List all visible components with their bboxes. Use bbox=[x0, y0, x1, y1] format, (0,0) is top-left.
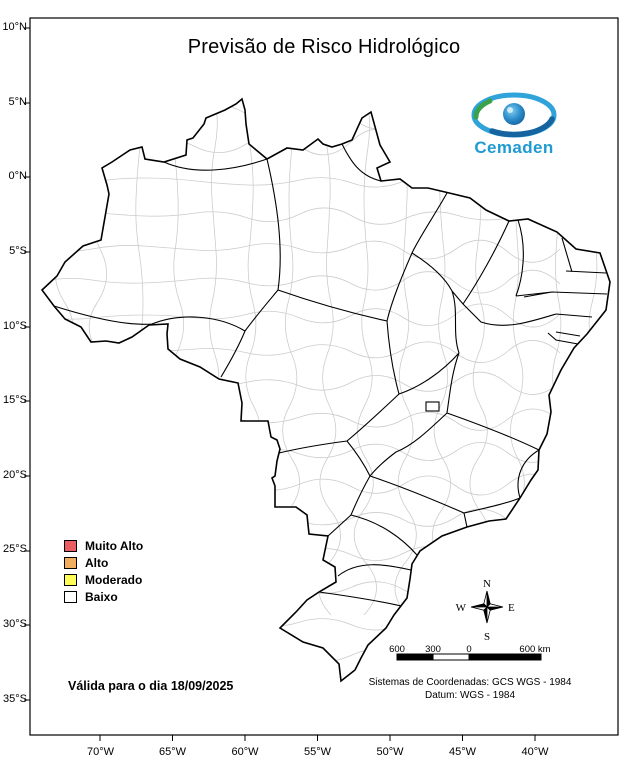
lat-label-35s: 35°S bbox=[3, 693, 27, 705]
coordinate-system-note: Sistemas de Coordenadas: GCS WGS - 1984 … bbox=[352, 676, 588, 702]
lat-label-10s: 10°S bbox=[3, 320, 27, 332]
compass-east-label: E bbox=[508, 602, 515, 614]
legend-swatch-alto bbox=[64, 556, 77, 569]
legend-label-baixo: Baixo bbox=[85, 589, 118, 604]
lat-label-5n: 5°N bbox=[8, 96, 27, 108]
legend-swatch-baixo bbox=[64, 590, 77, 603]
lon-label-50w: 50°W bbox=[376, 746, 404, 758]
lat-label-10n: 10°N bbox=[2, 21, 27, 33]
lat-label-20s: 20°S bbox=[3, 469, 27, 481]
scalebar-label-300: 300 bbox=[425, 644, 441, 655]
latitude-ticks bbox=[24, 27, 30, 701]
legend-label-muito-alto: Muito Alto bbox=[85, 538, 144, 553]
state-boundaries bbox=[53, 143, 608, 607]
compass-north-label: N bbox=[483, 578, 491, 590]
risk-legend: Muito Alto Alto Moderado Baixo bbox=[64, 537, 143, 605]
legend-label-moderado: Moderado bbox=[85, 572, 143, 587]
lon-label-70w: 70°W bbox=[86, 746, 115, 758]
compass-rose-icon bbox=[470, 590, 504, 624]
coordinate-system-line: Sistemas de Coordenadas: GCS WGS - 1984 bbox=[368, 677, 572, 688]
lat-label-5s: 5°S bbox=[9, 245, 27, 257]
legend-item-alto: Alto bbox=[64, 554, 143, 571]
brazil-country-outline bbox=[40, 97, 611, 683]
legend-swatch-moderado bbox=[64, 573, 77, 586]
page-title: Previsão de Risco Hidrológico bbox=[187, 36, 461, 58]
scalebar-label-0: 0 bbox=[466, 644, 472, 655]
scalebar-label-600-km: 600 km bbox=[519, 644, 551, 655]
distrito-federal-outline bbox=[425, 401, 440, 412]
lat-label-15s: 15°S bbox=[3, 394, 27, 406]
legend-item-baixo: Baixo bbox=[64, 588, 143, 605]
lat-label-30s: 30°S bbox=[3, 618, 27, 630]
validity-date-text: Válida para o dia 18/09/2025 bbox=[68, 679, 234, 693]
compass-west-label: W bbox=[456, 602, 467, 614]
lat-label-25s: 25°S bbox=[3, 543, 27, 555]
compass-labels: N S W E bbox=[456, 578, 515, 643]
cemaden-logo-wordmark: Cemaden bbox=[474, 138, 554, 157]
lon-label-40w: 40°W bbox=[521, 746, 549, 758]
lon-label-65w: 65°W bbox=[158, 746, 187, 758]
legend-item-moderado: Moderado bbox=[64, 571, 143, 588]
scalebar-label-600-left: 600 bbox=[389, 644, 405, 655]
legend-swatch-muito-alto bbox=[64, 539, 77, 552]
lon-label-60w: 60°W bbox=[231, 746, 259, 758]
scale-bar bbox=[396, 653, 542, 661]
legend-item-muito-alto: Muito Alto bbox=[64, 537, 143, 554]
lon-label-55w: 55°W bbox=[303, 746, 332, 758]
lat-label-0: 0°N bbox=[8, 170, 27, 182]
legend-label-alto: Alto bbox=[85, 555, 109, 570]
compass-south-label: S bbox=[484, 631, 490, 643]
lon-label-45w: 45°W bbox=[448, 746, 477, 758]
longitude-ticks bbox=[99, 735, 536, 741]
map-frame bbox=[29, 17, 619, 736]
datum-line: Datum: WGS - 1984 bbox=[424, 690, 516, 701]
cemaden-logo-icon bbox=[471, 92, 557, 138]
